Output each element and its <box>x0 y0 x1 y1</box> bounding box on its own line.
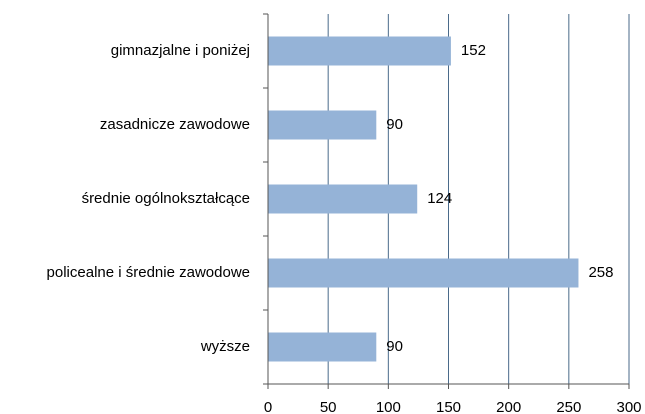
data-label: 90 <box>386 116 403 133</box>
x-tick-label: 250 <box>556 399 581 414</box>
x-tick-label: 200 <box>496 399 521 414</box>
y-tick-label: zasadnicze zawodowe <box>100 116 250 133</box>
y-tick-label: gimnazjalne i poniżej <box>111 42 250 59</box>
y-tick-label: policealne i średnie zawodowe <box>47 264 250 281</box>
data-label: 124 <box>427 190 452 207</box>
bar <box>268 332 377 362</box>
data-label: 258 <box>588 264 613 281</box>
data-label: 152 <box>461 42 486 59</box>
bar <box>268 184 418 214</box>
x-tick-label: 50 <box>320 399 337 414</box>
data-label: 90 <box>386 338 403 355</box>
bar <box>268 258 579 288</box>
bar <box>268 36 451 66</box>
y-tick-label: wyższe <box>200 338 250 355</box>
y-tick-label: średnie ogólnokształcące <box>82 190 250 207</box>
bar <box>268 110 377 140</box>
x-tick-label: 300 <box>616 399 641 414</box>
x-tick-label: 100 <box>376 399 401 414</box>
x-tick-label: 150 <box>436 399 461 414</box>
x-tick-label: 0 <box>264 399 272 414</box>
